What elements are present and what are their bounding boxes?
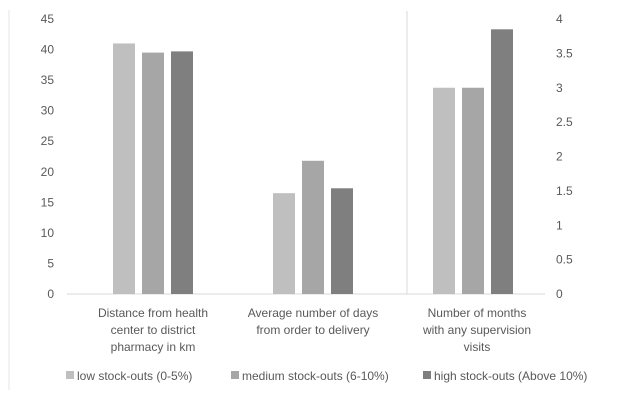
- bar-high-stock-outs: [491, 29, 513, 294]
- left-axis-tick-label: 30: [41, 104, 55, 118]
- left-axis-tick-label: 35: [41, 73, 55, 87]
- right-axis-tick-label: 1: [556, 218, 563, 232]
- right-axis-tick-label: 4: [556, 12, 563, 26]
- left-axis-tick-label: 15: [41, 195, 55, 209]
- bars: [113, 29, 513, 295]
- legend-swatch: [423, 371, 431, 379]
- legend-swatch: [231, 371, 239, 379]
- bar-low-stock-outs: [433, 87, 455, 294]
- legend-label: low stock-outs (0-5%): [77, 369, 192, 383]
- left-axis-tick-label: 45: [41, 12, 55, 26]
- right-axis-tick-label: 0.5: [556, 253, 573, 267]
- left-axis-tick-label: 0: [47, 287, 54, 301]
- left-axis-tick-label: 25: [41, 134, 55, 148]
- right-axis-tick-label: 1.5: [556, 184, 573, 198]
- bar-low-stock-outs: [113, 43, 135, 294]
- legend-swatch: [66, 371, 74, 379]
- bar-high-stock-outs: [171, 51, 193, 295]
- bar-high-stock-outs: [331, 188, 353, 294]
- right-axis-tick-label: 3.5: [556, 46, 573, 60]
- category-label: Number of months with any supervision visi…: [422, 306, 531, 354]
- left-axis-tick-label: 40: [41, 43, 55, 57]
- right-axis-tick-labels: 0 0.5 1 1.5 2 2.5 3 3.5 4: [556, 12, 573, 301]
- bar-medium-stock-outs: [142, 52, 164, 294]
- legend: low stock-outs (0-5%) medium stock-outs (…: [66, 369, 587, 383]
- right-axis-tick-label: 0: [556, 287, 563, 301]
- left-axis-tick-labels: 0 5 10 15 20 25 30 35 40 45: [41, 12, 55, 301]
- left-axis-tick-label: 20: [41, 165, 55, 179]
- bar-medium-stock-outs: [462, 87, 484, 294]
- category-labels: Distance from health center to district ph…: [98, 306, 531, 354]
- bar-low-stock-outs: [273, 193, 295, 294]
- left-axis-tick-label: 10: [41, 226, 55, 240]
- right-axis-tick-label: 2: [556, 150, 563, 164]
- legend-label: medium stock-outs (6-10%): [242, 369, 389, 383]
- legend-label: high stock-outs (Above 10%): [434, 369, 587, 383]
- category-label: Distance from health center to district ph…: [98, 306, 208, 354]
- right-axis-tick-label: 2.5: [556, 115, 573, 129]
- bar-medium-stock-outs: [302, 160, 324, 294]
- right-axis-tick-label: 3: [556, 81, 563, 95]
- left-axis-tick-label: 5: [47, 256, 54, 270]
- category-label: Average number of days from order to deli…: [248, 306, 379, 337]
